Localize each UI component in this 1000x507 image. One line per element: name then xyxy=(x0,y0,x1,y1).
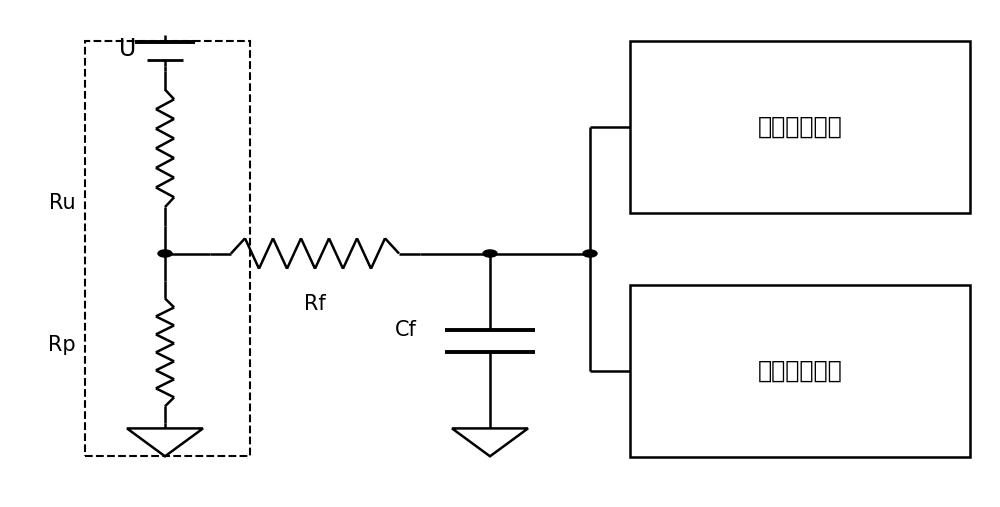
Circle shape xyxy=(483,250,497,257)
Text: Cf: Cf xyxy=(395,319,417,340)
Text: U: U xyxy=(119,37,137,61)
Circle shape xyxy=(158,250,172,257)
Bar xyxy=(630,285,970,457)
Text: Ru: Ru xyxy=(49,193,75,213)
Circle shape xyxy=(583,250,597,257)
Text: Rp: Rp xyxy=(48,335,76,355)
Text: 第二采样单元: 第二采样单元 xyxy=(758,359,842,383)
Bar xyxy=(85,41,250,456)
Text: Rf: Rf xyxy=(304,294,326,314)
Text: 第一采样单元: 第一采样单元 xyxy=(758,115,842,139)
Bar xyxy=(630,41,970,213)
